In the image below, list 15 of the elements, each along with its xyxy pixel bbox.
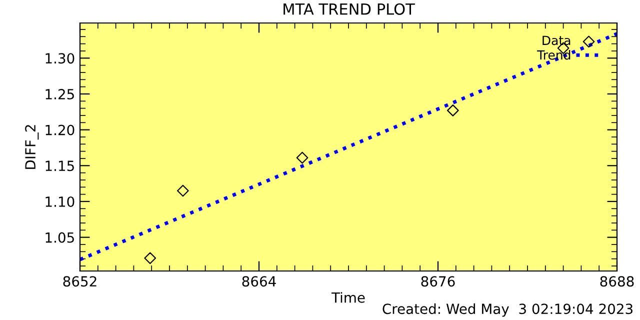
legend-label: Data [542,36,570,46]
y-tick-label: 1.20 [46,124,74,136]
y-tick-label: 1.30 [46,53,74,64]
x-tick-label: 8688 [600,276,634,287]
text: Created: Wed May 3 02:19:04 2023 [382,303,632,317]
y-tick-label: 1.05 [46,232,74,243]
y-tick-label: 1.15 [46,160,74,172]
x-tick-label: 8652 [63,276,96,287]
x-axis-title: Time [331,292,365,303]
x-tick-label: 8664 [242,276,276,287]
y-tick-label: 1.25 [46,88,74,100]
x-tick-label: 8676 [421,276,455,287]
y-tick-label: 1.10 [46,196,74,207]
chart-title: MTA TREND PLOT [284,3,415,15]
y-axis-title: DIFF_2 [25,125,39,169]
